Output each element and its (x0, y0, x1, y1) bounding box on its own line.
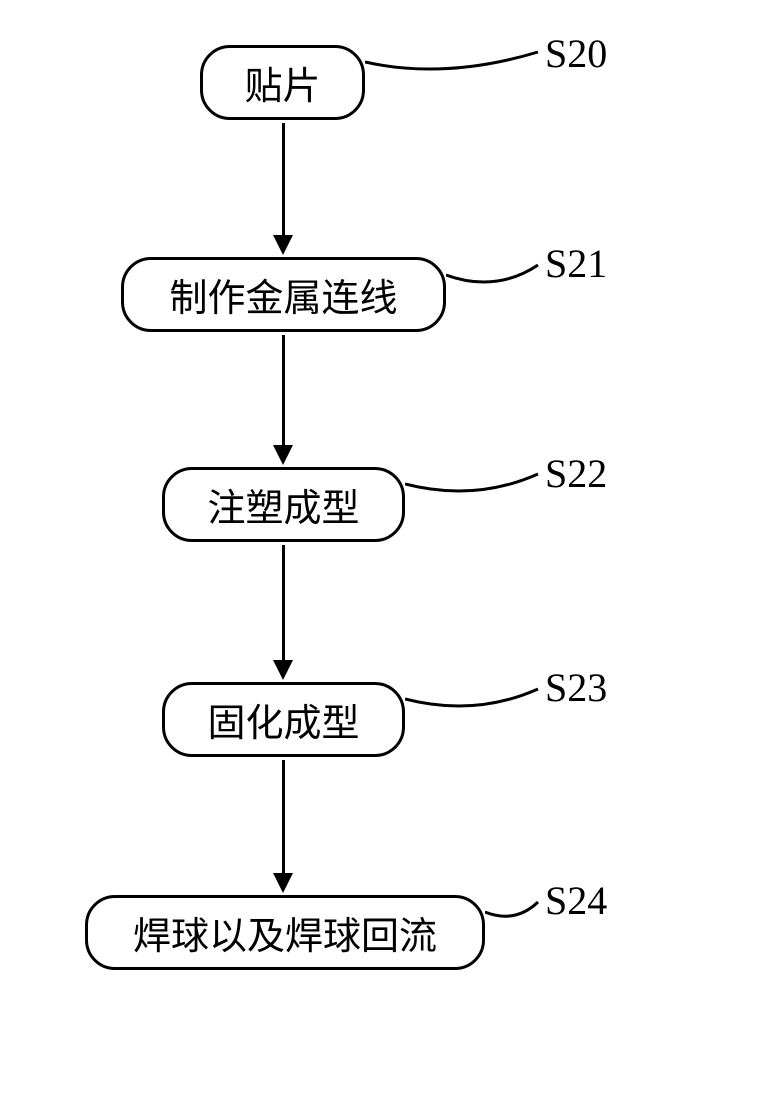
arrow-line (282, 123, 285, 236)
step-label: S20 (545, 30, 607, 77)
step-label: S21 (545, 240, 607, 287)
node-label: 注塑成型 (207, 477, 359, 532)
step-label: S24 (545, 877, 607, 924)
connector-curve (405, 452, 545, 512)
flowchart-node: 贴片 (200, 45, 365, 120)
arrow-line (282, 545, 285, 661)
arrow-head (273, 873, 293, 893)
connector-curve (365, 30, 545, 90)
flowchart-container: 贴片 S20 制作金属连线 S21 注塑成型 S22 固化成型 S23 焊球以及… (0, 0, 782, 1093)
flowchart-node: 固化成型 (162, 682, 405, 757)
arrow-head (273, 660, 293, 680)
node-label: 贴片 (244, 55, 320, 110)
node-label: 制作金属连线 (169, 267, 397, 322)
arrow-line (282, 335, 285, 446)
connector-curve (485, 880, 550, 940)
node-label: 焊球以及焊球回流 (133, 905, 437, 960)
flowchart-node: 注塑成型 (162, 467, 405, 542)
connector-curve (446, 243, 546, 303)
connector-curve (405, 667, 545, 727)
arrow-line (282, 760, 285, 874)
step-label: S22 (545, 450, 607, 497)
step-label: S23 (545, 664, 607, 711)
flowchart-node: 制作金属连线 (121, 257, 446, 332)
arrow-head (273, 235, 293, 255)
arrow-head (273, 445, 293, 465)
flowchart-node: 焊球以及焊球回流 (85, 895, 485, 970)
node-label: 固化成型 (207, 692, 359, 747)
